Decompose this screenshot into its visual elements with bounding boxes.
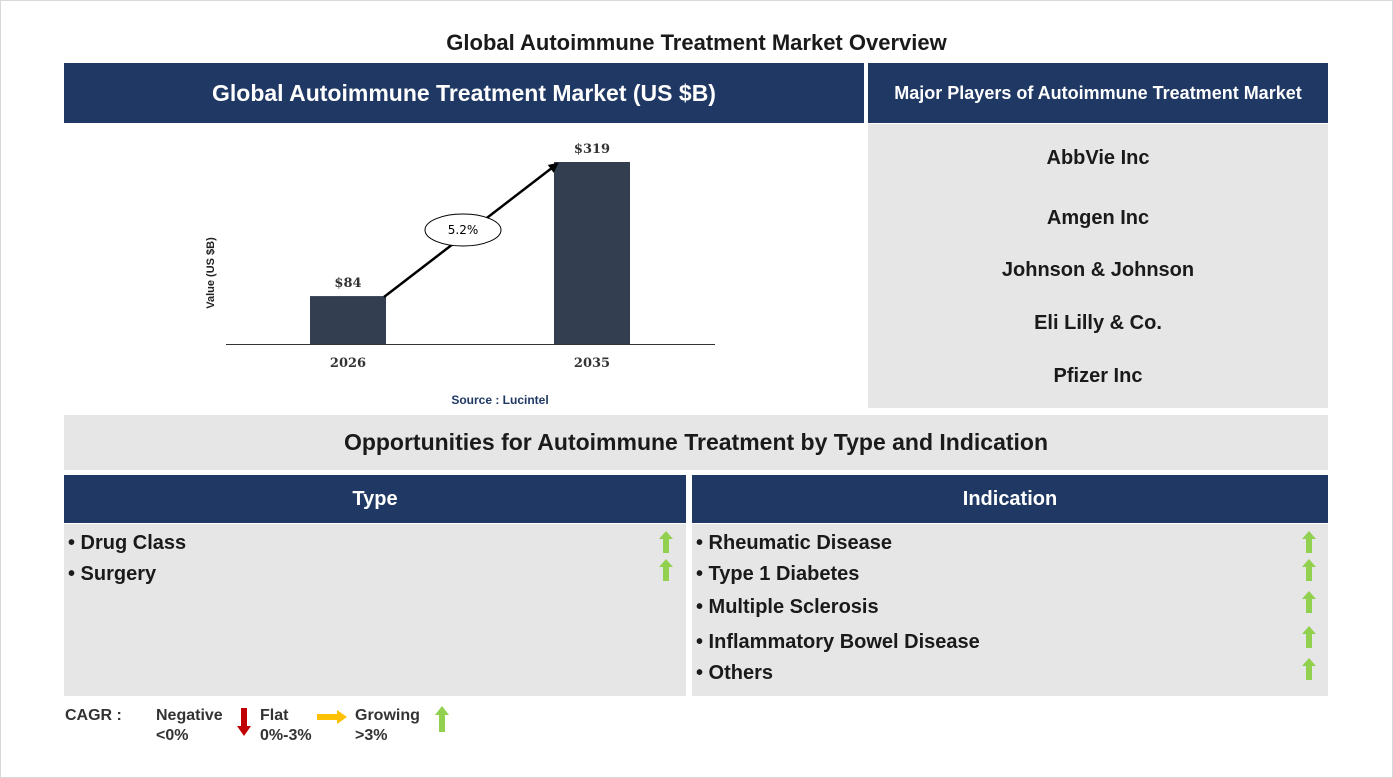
arrow-right-icon — [317, 710, 347, 724]
player-item: Amgen Inc — [1046, 207, 1150, 229]
legend-flat-range: 0%-3% — [260, 727, 312, 744]
legend-flat: Flat 0%-3% — [260, 706, 312, 746]
legend-negative-label: Negative — [156, 707, 223, 724]
indication-header: Indication — [692, 475, 1328, 523]
arrow-up-icon — [659, 559, 673, 581]
legend-negative: Negative <0% — [156, 706, 223, 746]
arrow-up-icon — [659, 531, 673, 553]
player-item: Eli Lilly & Co. — [1034, 312, 1162, 334]
type-header: Type — [64, 475, 686, 523]
legend-negative-range: <0% — [156, 727, 189, 744]
players-header: Major Players of Autoimmune Treatment Ma… — [868, 63, 1328, 123]
chart-header: Global Autoimmune Treatment Market (US $… — [64, 63, 864, 123]
cagr-label: 5.2% — [448, 223, 479, 237]
indication-item: • Rheumatic Disease — [696, 532, 892, 554]
x-tick-label: 2035 — [574, 356, 610, 371]
arrow-up-icon — [435, 706, 449, 732]
player-item: Johnson & Johnson — [1001, 259, 1195, 281]
legend-growing-range: >3% — [355, 727, 388, 744]
x-tick-label: 2026 — [330, 356, 366, 371]
bar-2035 — [554, 162, 630, 344]
arrow-up-icon — [1302, 626, 1316, 648]
bar-chart: Value (US $B) $84 2026 $319 2035 5.2% — [205, 142, 715, 371]
arrow-down-icon — [237, 708, 251, 736]
indication-panel: • Rheumatic Disease • Type 1 Diabetes • … — [692, 524, 1328, 696]
type-item: • Drug Class — [68, 532, 187, 554]
indication-item: • Inflammatory Bowel Disease — [696, 631, 980, 653]
players-panel: AbbVie Inc Amgen Inc Johnson & Johnson E… — [868, 124, 1328, 408]
indication-item: • Others — [696, 662, 774, 684]
chart-area: Value (US $B) $84 2026 $319 2035 5.2% Sourc… — [64, 124, 864, 410]
type-panel: • Drug Class • Surgery — [64, 524, 686, 696]
indication-item: • Type 1 Diabetes — [696, 563, 860, 585]
bar-2026 — [310, 296, 386, 344]
arrow-up-icon — [1302, 531, 1316, 553]
arrow-up-icon — [1302, 591, 1316, 613]
legend-flat-label: Flat — [260, 707, 289, 724]
cagr-ellipse — [424, 213, 502, 247]
value-label: $319 — [574, 142, 610, 157]
chart-source: Source : Lucintel — [451, 393, 549, 407]
indication-item: • Multiple Sclerosis — [696, 596, 879, 618]
legend-growing: Growing >3% — [355, 706, 420, 746]
opportunities-header: Opportunities for Autoimmune Treatment b… — [64, 415, 1328, 470]
y-axis-label: Value (US $B) — [205, 237, 217, 309]
legend-cagr-label: CAGR : — [65, 707, 122, 724]
value-label: $84 — [334, 276, 361, 291]
arrow-up-icon — [1302, 658, 1316, 680]
page-title: Global Autoimmune Treatment Market Overv… — [446, 30, 947, 55]
type-item: • Surgery — [68, 563, 157, 585]
arrow-up-icon — [1302, 559, 1316, 581]
player-item: Pfizer Inc — [1053, 365, 1143, 387]
player-item: AbbVie Inc — [1046, 147, 1150, 169]
legend-growing-label: Growing — [355, 707, 420, 724]
